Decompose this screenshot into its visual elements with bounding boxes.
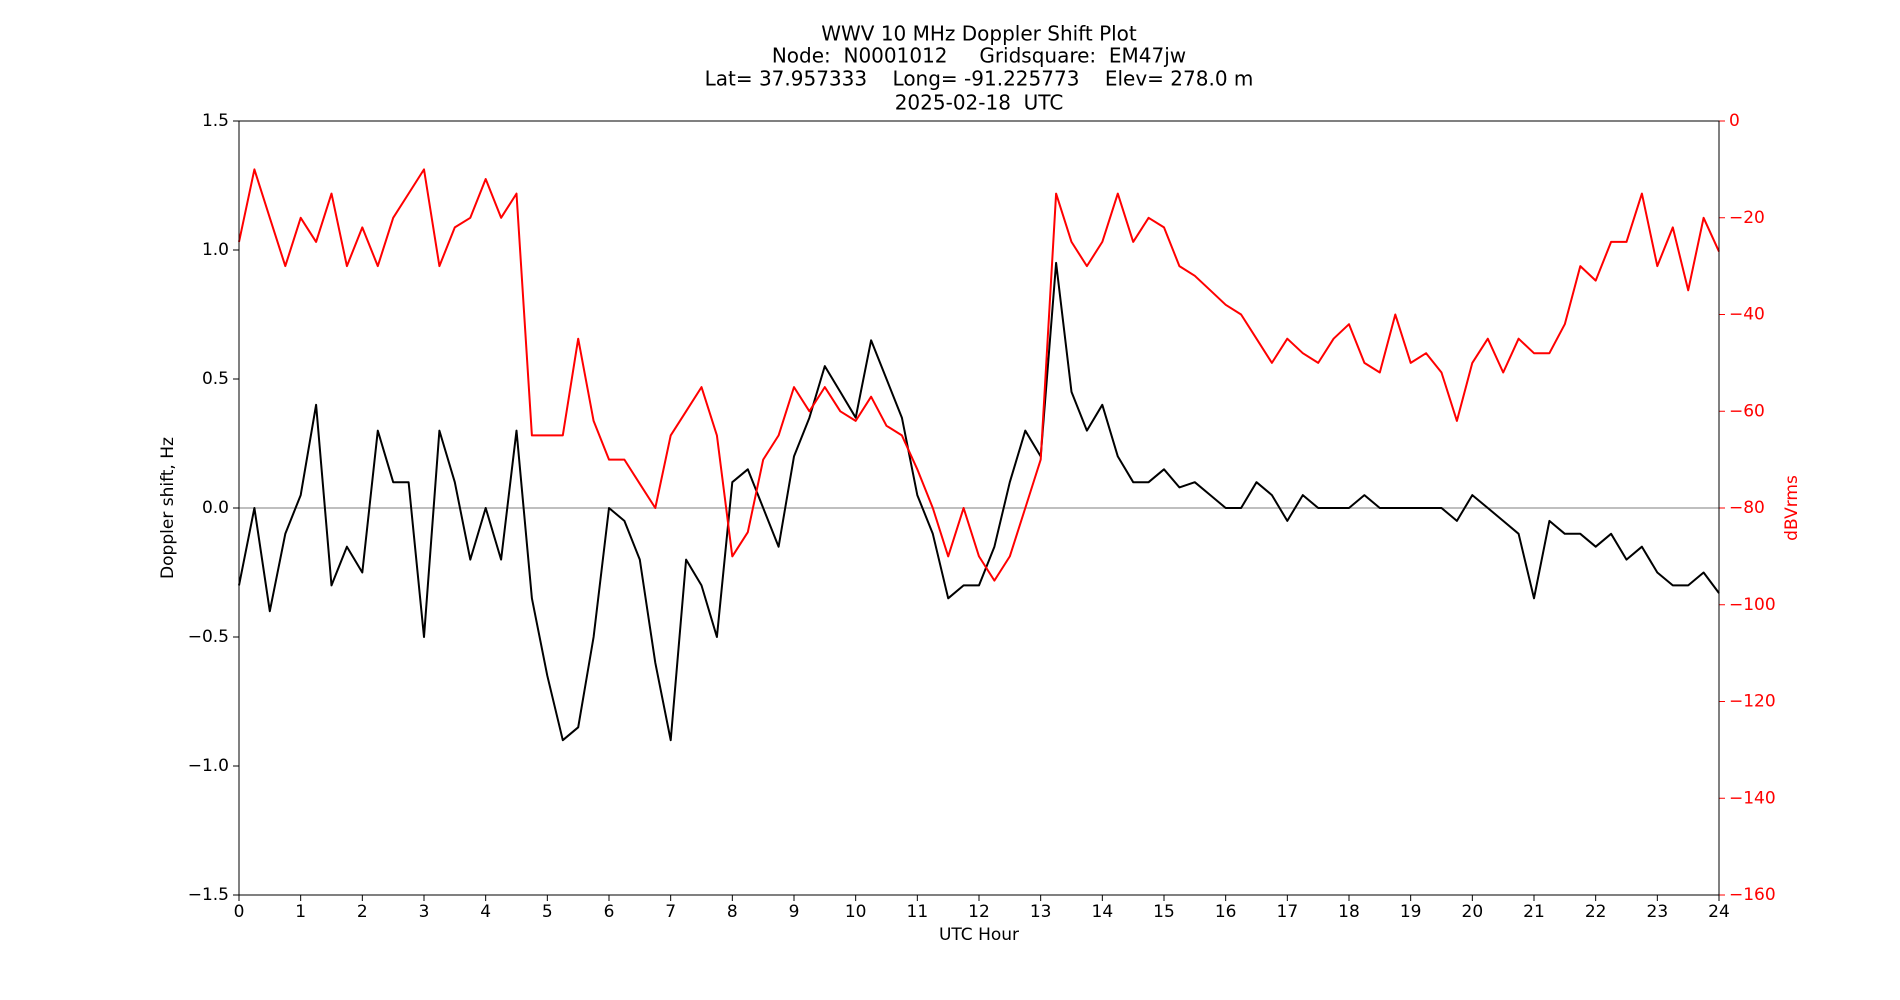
y2-tick-label: −20 [1729,208,1765,228]
x-tick-label: 13 [1030,902,1052,922]
y-tick-label: −1.0 [188,756,229,776]
y-tick-label: −1.5 [188,885,229,905]
x-tick-label: 20 [1462,902,1484,922]
x-tick-label: 19 [1400,902,1422,922]
y2-tick-label: −100 [1729,595,1776,615]
x-tick-label: 16 [1215,902,1237,922]
y2-tick-label: −120 [1729,692,1776,712]
plot-frame [238,120,1720,896]
x-tick-label: 18 [1338,902,1360,922]
x-tick-label: 10 [845,902,867,922]
y-tick-label: 1.5 [202,111,229,131]
chart-subtitle: Lat= 37.957333 Long= -91.225773 Elev= 27… [705,67,1254,91]
y-tick-label: −0.5 [188,627,229,647]
y2-axis-label: dBVrms [1782,475,1802,541]
x-axis-label: UTC Hour [939,925,1019,945]
x-tick-label: 4 [480,902,491,922]
x-tick-label: 6 [604,902,615,922]
y2-tick-label: −160 [1729,885,1776,905]
x-tick-label: 24 [1708,902,1730,922]
y2-tick-label: −140 [1729,788,1776,808]
x-tick-label: 23 [1647,902,1669,922]
chart-title: WWV 10 MHz Doppler Shift Plot [821,22,1137,46]
y-tick-label: 1.0 [202,240,229,260]
x-tick-label: 3 [419,902,430,922]
x-tick-label: 15 [1153,902,1175,922]
data-line [238,261,1720,742]
chart-subtitle: 2025-02-18 UTC [895,91,1064,115]
x-tick-label: 21 [1523,902,1545,922]
x-tick-label: 8 [727,902,738,922]
y2-tick-label: −80 [1729,498,1765,518]
y-tick-label: 0.5 [202,369,229,389]
chart-subtitle: Node: N0001012 Gridsquare: EM47jw [772,44,1186,68]
data-line [238,168,1720,582]
y2-tick-label: −60 [1729,401,1765,421]
x-tick-label: 7 [665,902,676,922]
x-tick-label: 17 [1277,902,1299,922]
x-tick-label: 12 [968,902,990,922]
x-tick-label: 1 [295,902,306,922]
x-tick-label: 2 [357,902,368,922]
x-tick-label: 0 [234,902,245,922]
y2-tick-label: −40 [1729,305,1765,325]
x-tick-label: 22 [1585,902,1607,922]
y-axis-label: Doppler shift, Hz [158,437,178,579]
x-tick-label: 14 [1092,902,1114,922]
y-tick-label: 0.0 [202,498,229,518]
x-tick-label: 5 [542,902,553,922]
x-tick-label: 9 [789,902,800,922]
x-tick-label: 11 [907,902,929,922]
y2-tick-label: 0 [1729,111,1740,131]
